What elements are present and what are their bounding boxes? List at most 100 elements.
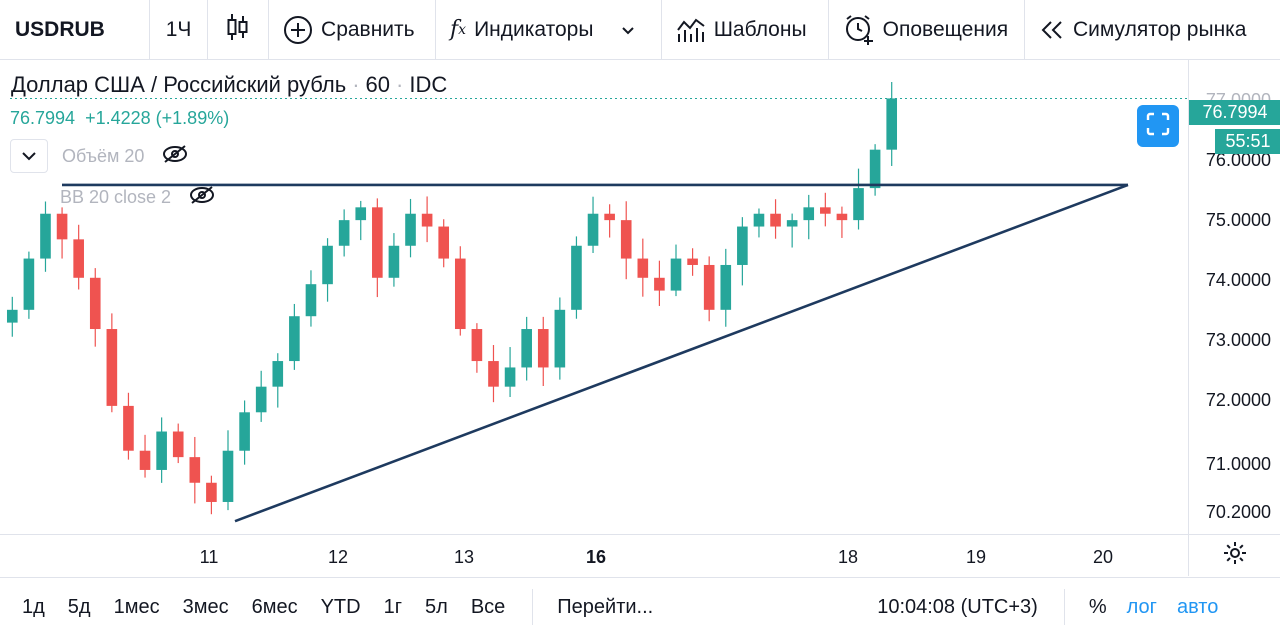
alerts-button[interactable]: Оповещения xyxy=(829,0,1025,59)
legend-change: +1.4228 (+1.89%) xyxy=(85,108,230,128)
candle-down xyxy=(537,329,549,368)
candle-down xyxy=(56,213,68,240)
time-axis[interactable]: 11 12 13 16 18 19 20 xyxy=(0,534,1280,577)
candle-up xyxy=(869,149,881,189)
candle-down xyxy=(123,405,134,451)
percent-toggle[interactable]: % xyxy=(1088,595,1107,618)
range-1y-button[interactable]: 1г xyxy=(383,595,403,618)
candle-down xyxy=(620,220,632,259)
candle-up xyxy=(670,258,682,291)
range-5d-button[interactable]: 5д xyxy=(67,595,91,618)
replay-button[interactable]: Симулятор рынка xyxy=(1025,0,1280,59)
candle-down xyxy=(454,258,466,330)
alarm-clock-icon xyxy=(843,14,875,46)
range-ytd-button[interactable]: YTD xyxy=(320,595,361,618)
time-label: 18 xyxy=(837,547,859,567)
price-label: 74.0000 xyxy=(1205,270,1271,290)
candle-up xyxy=(504,367,516,387)
log-toggle[interactable]: лог xyxy=(1126,595,1157,618)
candle-up xyxy=(272,361,284,387)
plus-circle-icon xyxy=(283,15,313,45)
timezone-clock[interactable]: 10:04:08 (UTC+3) xyxy=(877,595,1038,618)
price-label: 72.0000 xyxy=(1205,390,1271,410)
chart-plot[interactable] xyxy=(0,60,1188,534)
bottom-toolbar: 1д 5д 1мес 3мес 6мес YTD 1г 5л Все Перей… xyxy=(0,577,1280,636)
volume-indicator-label[interactable]: Объём 20 xyxy=(62,145,145,166)
candle-up xyxy=(289,316,300,362)
bar-countdown-tag: 55:51 xyxy=(1215,129,1280,154)
candles-icon xyxy=(227,12,249,48)
auto-toggle[interactable]: авто xyxy=(1176,595,1219,618)
candle-up xyxy=(554,309,566,368)
candle-up xyxy=(720,264,732,310)
price-label: 73.0000 xyxy=(1205,330,1271,350)
candle-down xyxy=(703,264,715,310)
candle-down xyxy=(836,213,848,221)
legend-dot: · xyxy=(396,72,404,97)
candle-up xyxy=(40,213,51,259)
candle-down xyxy=(106,329,118,406)
range-5y-button[interactable]: 5л xyxy=(425,595,448,618)
candle-down xyxy=(637,258,649,278)
candle-down xyxy=(770,213,781,227)
collapse-legend-button[interactable] xyxy=(10,139,48,173)
fullscreen-icon xyxy=(1145,111,1171,142)
time-label: 13 xyxy=(453,547,475,567)
compare-label: Сравнить xyxy=(321,17,415,41)
candle-up xyxy=(6,309,18,323)
candle-up xyxy=(886,98,898,150)
compare-button[interactable]: Сравнить xyxy=(269,0,436,59)
candle-up xyxy=(239,412,250,451)
chart-settings-button[interactable] xyxy=(1188,534,1280,576)
eye-crossed-icon[interactable] xyxy=(189,185,215,210)
interval-button[interactable]: 1Ч xyxy=(150,0,208,59)
last-price-tag: 76.7994 xyxy=(1189,100,1280,125)
legend-price-line: 76.7994 +1.4228 (+1.89%) xyxy=(10,108,229,129)
symbol-search-button[interactable]: USDRUB xyxy=(0,0,151,59)
price-label: 76.0000 xyxy=(1205,150,1271,170)
candle-down xyxy=(471,329,483,362)
symbol-label: USDRUB xyxy=(15,17,105,41)
candle-up xyxy=(521,329,532,368)
volume-indicator-row: Объём 20 xyxy=(10,139,188,173)
replay-label: Симулятор рынка xyxy=(1072,17,1247,41)
range-6m-button[interactable]: 6мес xyxy=(251,595,298,618)
candle-up xyxy=(571,245,582,310)
candle-down xyxy=(73,239,84,278)
bb-indicator-label[interactable]: BB 20 close 2 xyxy=(60,186,172,207)
range-1d-button[interactable]: 1д xyxy=(22,595,45,618)
templates-button[interactable]: Шаблоны xyxy=(662,0,829,59)
range-all-button[interactable]: Все xyxy=(470,595,506,618)
candle-down xyxy=(604,213,615,221)
candle-down xyxy=(488,361,499,387)
candle-down xyxy=(654,277,665,291)
legend-interval: 60 xyxy=(365,72,391,97)
candle-down xyxy=(372,207,383,278)
candle-up xyxy=(587,213,599,246)
chart-type-button[interactable] xyxy=(208,0,270,59)
candle-down xyxy=(189,457,201,483)
interval-label: 1Ч xyxy=(165,17,192,41)
candle-down xyxy=(89,277,101,330)
range-3m-button[interactable]: 3мес xyxy=(182,595,229,618)
templates-icon xyxy=(676,16,706,44)
chart-legend: Доллар США / Российский рубль · 60 · IDC xyxy=(11,72,447,98)
screenshot-button[interactable] xyxy=(1137,105,1179,147)
support-trendline xyxy=(234,183,1129,523)
candle-up xyxy=(338,220,350,246)
time-label: 20 xyxy=(1092,547,1114,567)
goto-date-button[interactable]: Перейти... xyxy=(557,595,654,618)
price-scale[interactable]: 77.0000 76.0000 75.0000 74.0000 73.0000 … xyxy=(1188,60,1280,534)
candle-up xyxy=(322,245,333,285)
candle-down xyxy=(421,213,433,227)
eye-crossed-icon[interactable] xyxy=(162,144,188,169)
candle-down xyxy=(172,431,184,458)
legend-dot: · xyxy=(352,72,360,97)
candle-down xyxy=(206,482,217,502)
price-label: 75.0000 xyxy=(1205,210,1271,230)
chevron-down-icon xyxy=(621,18,635,42)
range-1m-button[interactable]: 1мес xyxy=(113,595,160,618)
templates-label: Шаблоны xyxy=(713,17,807,41)
